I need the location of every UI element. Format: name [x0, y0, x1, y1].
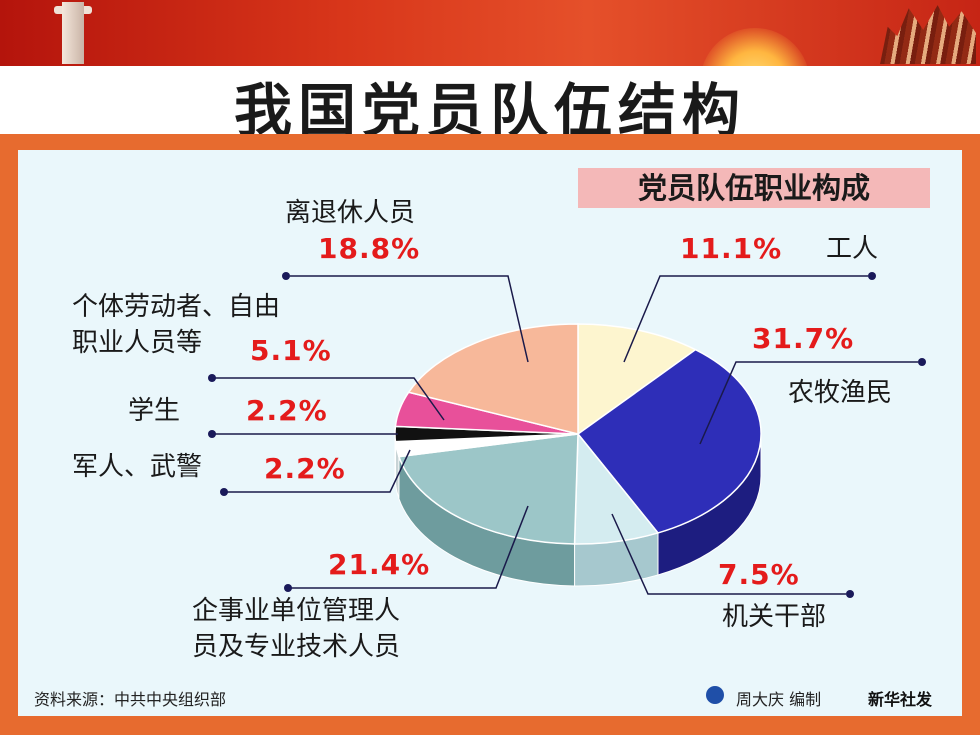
leader-dot-retired: [282, 272, 290, 280]
xinhua-logo-icon: [706, 686, 724, 704]
pct-retired: 18.8%: [318, 232, 421, 265]
top-banner: [0, 0, 980, 88]
label-military: 军人、武警: [72, 452, 203, 482]
leader-dot-student: [208, 430, 216, 438]
leader-dot-farmer: [918, 358, 926, 366]
leader-dot-enterprise: [284, 584, 292, 592]
leader-line-enterprise: [290, 505, 529, 589]
label-selfemployed-line2: 职业人员等: [72, 328, 203, 358]
pct-enterprise: 21.4%: [328, 548, 431, 581]
pie-slice-enterprise: [397, 433, 579, 545]
leader-line-worker: [623, 275, 868, 363]
leader-line-retired: [290, 275, 529, 363]
label-worker: 工人: [826, 234, 879, 264]
label-enterprise-line2: 员及专业技术人员: [192, 632, 401, 662]
title-bar: [0, 66, 980, 132]
huabiao-pillar-graphic: [62, 2, 84, 64]
pct-official: 7.5%: [718, 558, 800, 591]
leader-line-official: [611, 513, 846, 595]
leader-dot-worker: [868, 272, 876, 280]
pie-slice-farmer: [576, 348, 762, 534]
pct-worker: 11.1%: [680, 232, 783, 265]
label-retired: 离退休人员: [285, 198, 416, 228]
leader-dot-selfemp: [208, 374, 216, 382]
pie-slice-retired: [407, 323, 579, 435]
label-selfemployed-line1: 个体劳动者、自由: [72, 292, 281, 322]
leader-line-selfemp: [214, 377, 445, 421]
pct-selfemployed: 5.1%: [250, 334, 332, 367]
label-student: 学生: [128, 396, 181, 426]
label-farmer: 农牧渔民: [788, 378, 893, 408]
publisher-name: 新华社发: [868, 690, 933, 709]
leader-line-farmer: [699, 361, 918, 445]
source-note: 资料来源：中共中央组织部: [34, 690, 227, 709]
pie-slice-worker: [577, 323, 697, 436]
credit-note: 周大庆 编制: [736, 690, 822, 709]
pct-student: 2.2%: [246, 394, 328, 427]
label-official: 机关干部: [722, 602, 827, 632]
leader-dot-military: [220, 488, 228, 496]
chart-title: 党员队伍职业构成: [578, 168, 930, 208]
page-title: 我国党员队伍结构: [233, 77, 746, 145]
leader-line-military: [226, 449, 411, 493]
pct-farmer: 31.7%: [752, 322, 855, 355]
label-enterprise-line1: 企事业单位管理人: [192, 596, 401, 626]
leader-lines: [208, 272, 926, 598]
pie-top-faces: [394, 323, 762, 545]
pct-military: 2.2%: [264, 452, 346, 485]
leader-dot-official: [846, 590, 854, 598]
